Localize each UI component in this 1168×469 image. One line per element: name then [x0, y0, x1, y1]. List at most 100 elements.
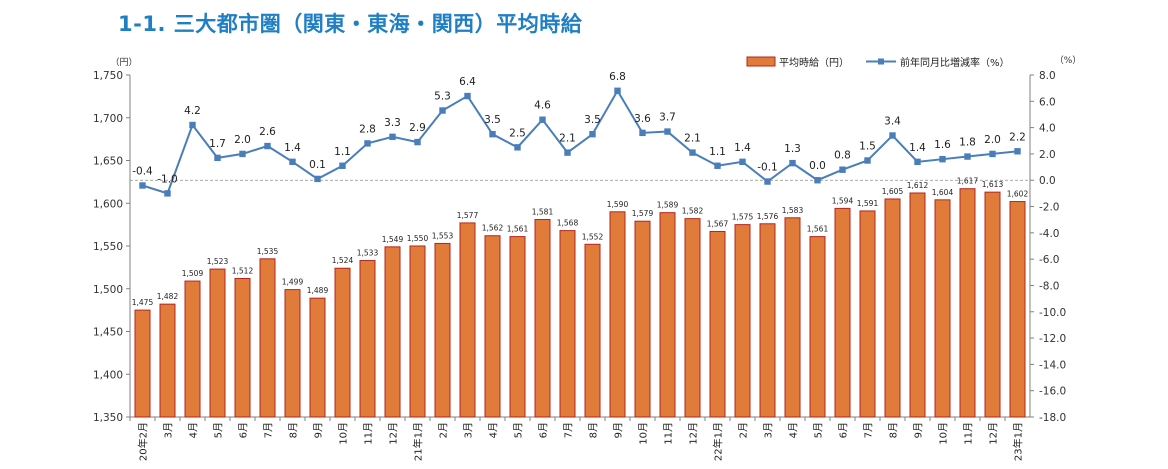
legend: 平均時給（円） 前年同月比増減率（%）	[746, 56, 1010, 69]
line-value-label: 3.3	[384, 117, 401, 129]
line-value-label: 2.1	[559, 133, 576, 145]
legend-line-marker	[878, 58, 884, 65]
bar-value-label: 1,535	[257, 247, 279, 256]
x-tick-label: 10月	[638, 422, 650, 445]
bar	[634, 220, 651, 418]
bar	[859, 210, 876, 418]
line-marker	[564, 149, 571, 156]
right-tick-label: -4.0	[1039, 228, 1060, 240]
right-tick-label: -2.0	[1039, 202, 1060, 214]
x-tick-label: 4月	[788, 422, 800, 438]
line-marker	[864, 157, 871, 164]
left-tick-label: 1,650	[93, 156, 123, 168]
line-value-label: 2.0	[984, 134, 1001, 146]
bar-value-label: 1,533	[357, 249, 379, 258]
x-tick-label: 7月	[563, 422, 575, 438]
line-marker	[139, 182, 146, 189]
bar-value-label: 1,602	[1007, 190, 1029, 199]
right-tick-label: 4.0	[1039, 123, 1056, 135]
line-value-label: 2.0	[234, 134, 251, 146]
bar-value-label: 1,590	[607, 200, 629, 209]
bar	[1009, 201, 1026, 418]
bar	[959, 188, 976, 418]
line-marker	[414, 138, 421, 146]
page-title: 1-1. 三大都市圏（関東・東海・関西）平均時給	[118, 12, 583, 36]
line-value-label: 1.4	[734, 142, 751, 154]
bar-series	[134, 188, 1026, 418]
line-marker	[839, 166, 846, 173]
line-marker	[939, 155, 946, 163]
bar	[609, 211, 626, 418]
line-marker	[189, 121, 196, 129]
bar-value-label: 1,582	[682, 207, 704, 216]
bar	[659, 212, 676, 418]
line-value-label: 2.5	[509, 127, 526, 139]
right-tick-label: 6.0	[1039, 96, 1056, 108]
right-tick-label: -18.0	[1039, 412, 1066, 424]
line-value-label: 1.1	[334, 146, 351, 158]
x-tick-label: 10月	[938, 422, 950, 445]
line-value-label: 1.8	[959, 137, 976, 149]
line-marker	[739, 158, 746, 166]
right-tick-label: -14.0	[1039, 359, 1066, 371]
bar-value-label: 1,489	[307, 286, 329, 295]
bar-value-label: 1,475	[132, 298, 154, 307]
line-value-label: 1.5	[859, 141, 876, 153]
right-tick-label: -12.0	[1039, 333, 1066, 345]
line-value-label: 2.9	[409, 122, 426, 134]
x-tick-label: 5月	[813, 422, 825, 438]
bar-value-label: 1,524	[332, 256, 354, 265]
bar	[684, 218, 701, 418]
bar	[434, 242, 451, 418]
line-value-label: 1.4	[284, 142, 301, 154]
bar-value-label: 1,482	[157, 292, 179, 301]
x-tick-label: 12月	[988, 422, 1000, 445]
bar-value-label: 1,581	[532, 207, 554, 216]
line-value-label: -0.1	[757, 162, 778, 174]
line-value-label: 5.3	[434, 91, 451, 103]
x-axis: 20年2月 3月 4月 5月 6月 7月 8月 9月 10月 11月 12月 21年1月 2月 3月 4月 5…	[129, 417, 1025, 461]
line-value-label: 1.7	[209, 138, 226, 150]
line-value-label: 3.7	[659, 112, 676, 124]
line-value-label: 6.4	[459, 76, 476, 88]
right-axis: -18.0 -16.0 -14.0 -12.0 -10.0 -8.0 -6.0 -4.0 -2.…	[1030, 55, 1081, 424]
x-tick-label: 23年1月	[1012, 422, 1025, 461]
left-tick-label: 1,750	[93, 70, 123, 82]
bar-value-label: 1,552	[582, 232, 604, 241]
bar	[734, 224, 751, 418]
bar-value-label: 1,579	[632, 209, 654, 218]
line-marker	[489, 130, 496, 138]
bar	[834, 207, 851, 418]
legend-line-label: 前年同月比増減率（%）	[900, 56, 1010, 69]
x-tick-label: 12月	[688, 422, 700, 445]
bar-value-label: 1,576	[757, 212, 779, 221]
x-tick-label: 5月	[513, 422, 525, 438]
x-tick-label: 6月	[838, 422, 850, 438]
bar	[409, 245, 426, 418]
x-tick-label: 9月	[613, 422, 625, 438]
x-tick-label: 5月	[213, 422, 225, 438]
bar	[459, 222, 476, 418]
line-value-label: 2.2	[1009, 131, 1026, 143]
line-value-label: 1.4	[909, 142, 926, 154]
line-marker	[464, 92, 471, 100]
line-marker	[639, 129, 646, 137]
x-tick-label: 6月	[538, 422, 550, 438]
bar-value-label: 1,561	[507, 225, 529, 234]
right-tick-label: -6.0	[1039, 254, 1060, 266]
x-tick-label: 7月	[263, 422, 275, 438]
x-tick-label: 6月	[238, 422, 250, 438]
bar	[284, 289, 301, 418]
bar-value-label: 1,553	[432, 231, 454, 240]
bar-value-label: 1,523	[207, 257, 229, 266]
line-value-label: 3.6	[634, 113, 651, 125]
x-tick-label: 20年2月	[137, 422, 150, 461]
line-marker	[964, 153, 971, 160]
x-tick-label: 11月	[963, 422, 975, 445]
left-tick-label: 1,450	[93, 327, 123, 339]
x-tick-label: 4月	[188, 422, 200, 438]
line-marker	[889, 132, 896, 139]
line-marker	[239, 150, 246, 158]
legend-bar-label: 平均時給（円）	[779, 56, 849, 69]
bar	[309, 297, 326, 418]
